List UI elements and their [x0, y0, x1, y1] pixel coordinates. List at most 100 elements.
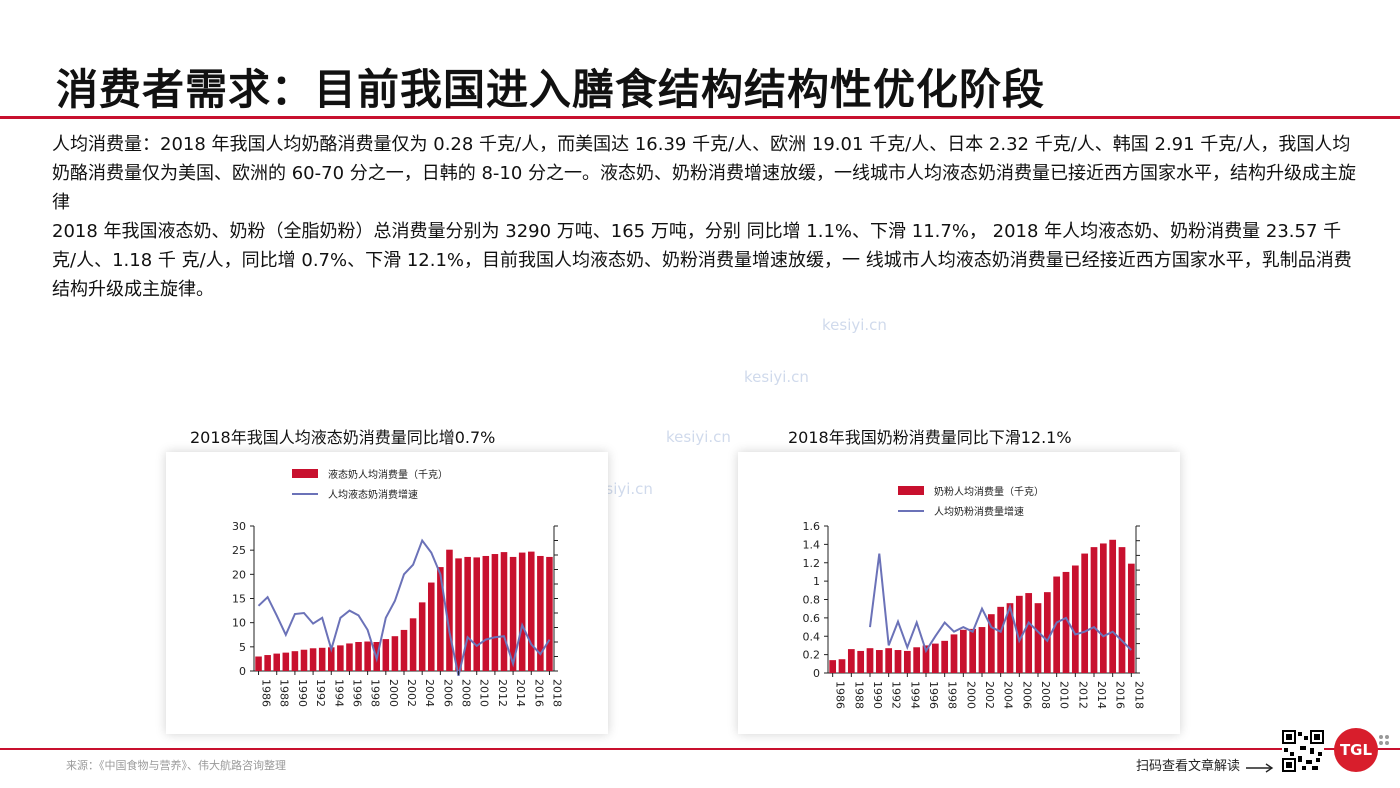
bar	[969, 628, 977, 673]
x-tick-label: 2000	[387, 679, 400, 707]
y-tick-label: 5	[239, 641, 246, 654]
x-tick-label: 2000	[964, 681, 977, 709]
bar	[318, 647, 326, 671]
qr-code-icon[interactable]	[1282, 730, 1324, 772]
bar	[1071, 565, 1079, 673]
chart-1-svg: 液态奶人均消费量（千克） 人均液态奶消费增速 0 5 10 15 20 25 30 1986 198…	[232, 468, 563, 707]
legend-label: 人均液态奶消费增速	[328, 488, 418, 501]
bar	[464, 556, 471, 671]
bar	[987, 614, 995, 673]
x-tick-label: 1988	[852, 681, 865, 709]
x-tick-label: 2014	[514, 679, 527, 707]
bar	[903, 650, 911, 673]
x-tick-label: 2006	[1020, 681, 1033, 709]
bar	[482, 555, 490, 671]
paragraph-1: 人均消费量：2018 年我国人均奶酪消费量仅为 0.28 千克/人，而美国达 1…	[52, 134, 1357, 213]
x-tick-label: 1988	[278, 679, 291, 707]
bar	[931, 643, 939, 673]
bar	[1053, 576, 1061, 673]
x-tick-label: 1990	[871, 681, 884, 709]
bar	[1099, 543, 1107, 673]
x-tick-label: 1992	[890, 681, 903, 709]
chart-2-svg: 奶粉人均消费量（千克） 人均奶粉消费量增速 0 0.2 0.4 0.6 0.8 1 1.2 1.4…	[803, 485, 1146, 709]
bar	[273, 653, 280, 671]
bar	[1025, 593, 1033, 673]
x-tick-label: 2014	[1095, 681, 1108, 709]
watermark: kesiyi.cn	[744, 368, 809, 386]
footer-rule	[0, 748, 1400, 750]
bar	[364, 641, 371, 671]
bar	[382, 639, 390, 671]
y-tick-label: 1.6	[803, 520, 821, 533]
x-tick-label: 2004	[423, 679, 436, 707]
y-tick-label: 1.2	[803, 557, 821, 570]
paragraph-2: 2018 年我国液态奶、奶粉（全脂奶粉）总消费量分别为 3290 万吨、165 …	[52, 221, 1352, 300]
y-tick-label: 30	[232, 520, 246, 533]
y-tick-label: 25	[232, 544, 246, 557]
x-tick-label: 1994	[908, 681, 921, 709]
bar	[1015, 595, 1023, 673]
y-tick-label: 1.4	[803, 538, 821, 551]
bar	[391, 636, 399, 671]
chart-2-title: 2018年我国奶粉消费量同比下滑12.1%	[788, 428, 1072, 447]
bar	[1081, 553, 1089, 673]
bar	[264, 655, 271, 671]
x-tick-label: 1998	[369, 679, 382, 707]
x-tick-label: 2008	[460, 679, 473, 707]
bar	[328, 647, 335, 671]
bar	[400, 629, 408, 671]
bar	[1118, 547, 1126, 673]
bar	[309, 648, 317, 671]
chart-1-title: 2018年我国人均液态奶消费量同比增0.7%	[190, 428, 496, 447]
bar	[1090, 547, 1098, 673]
x-tick-label: 2016	[1114, 681, 1127, 709]
bar	[546, 556, 553, 671]
bar	[997, 606, 1005, 673]
bar	[491, 554, 499, 671]
bar	[537, 555, 544, 671]
x-tick-label: 1998	[946, 681, 959, 709]
x-tick-label: 2004	[1002, 681, 1015, 709]
x-tick-label: 1986	[260, 679, 273, 707]
x-tick-label: 2018	[1132, 681, 1145, 709]
bar	[473, 557, 480, 671]
bar	[509, 556, 517, 671]
y-tick-label: 1	[813, 575, 820, 588]
bar	[437, 567, 444, 671]
x-tick-label: 2008	[1039, 681, 1052, 709]
bar	[959, 629, 967, 673]
body-text: 人均消费量：2018 年我国人均奶酪消费量仅为 0.28 千克/人，而美国达 1…	[52, 130, 1357, 304]
bar	[941, 640, 949, 673]
growth-line	[869, 553, 1133, 654]
x-tick-label: 2010	[1058, 681, 1071, 709]
bar	[428, 582, 435, 671]
bar	[866, 648, 874, 673]
legend-label: 奶粉人均消费量（千克）	[934, 485, 1044, 498]
bar	[409, 618, 417, 671]
x-tick-label: 2010	[478, 679, 491, 707]
bar	[337, 645, 344, 671]
x-tick-label: 1996	[350, 679, 363, 707]
x-tick-label: 2002	[405, 679, 418, 707]
bar	[500, 552, 508, 671]
x-tick-label: 2018	[550, 679, 563, 707]
title-underline	[0, 116, 1400, 119]
page-title: 消费者需求：目前我国进入膳食结构结构性优化阶段	[56, 65, 1046, 114]
bar	[255, 656, 262, 671]
y-tick-label: 10	[232, 617, 246, 630]
x-tick-label: 2006	[441, 679, 454, 707]
y-tick-label: 20	[232, 568, 246, 581]
bar	[913, 647, 921, 673]
bar	[1006, 603, 1014, 673]
y-tick-label: 0.4	[803, 630, 821, 643]
bar	[922, 645, 930, 673]
arrow-right-icon	[1246, 763, 1274, 773]
bar	[291, 651, 299, 671]
y-tick-label: 0.8	[803, 594, 821, 607]
x-tick-label: 1986	[834, 681, 847, 709]
bar	[355, 642, 362, 671]
x-tick-label: 1992	[314, 679, 327, 707]
watermark: kesiyi.cn	[822, 316, 887, 334]
bar	[1043, 592, 1051, 673]
legend-bar-swatch	[292, 469, 318, 478]
